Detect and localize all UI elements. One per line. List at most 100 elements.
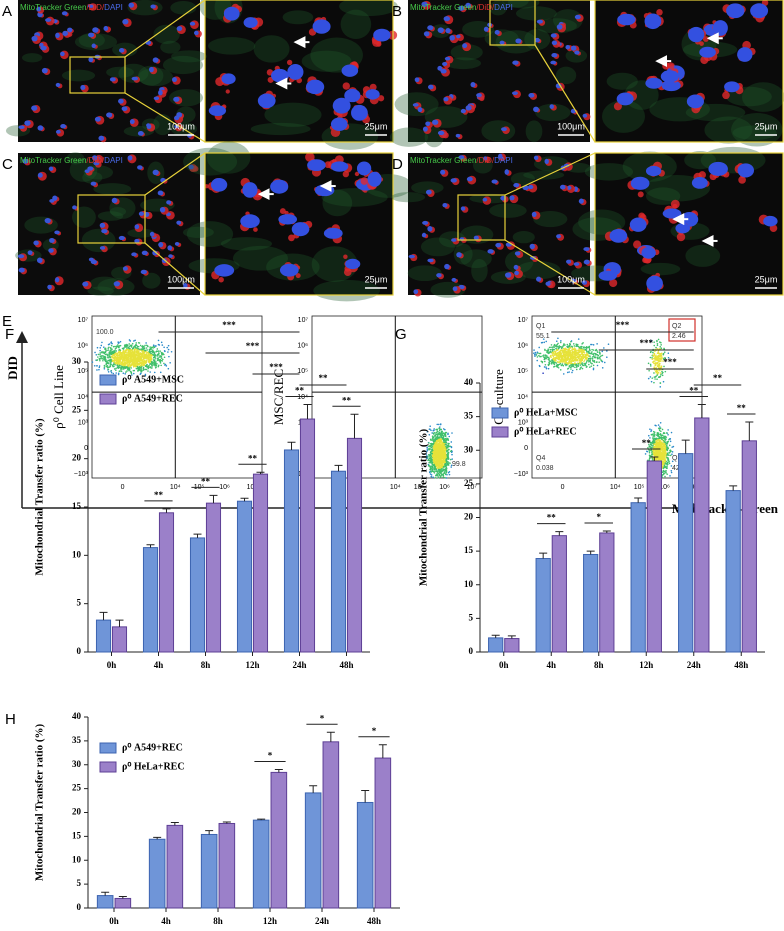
nucleus: [129, 119, 135, 125]
green-haze: [162, 55, 204, 75]
event-dot: [536, 351, 539, 353]
event-dot: [575, 343, 578, 345]
plot-frame: [91, 315, 263, 479]
nucleus: [501, 127, 507, 132]
event-dot: [585, 356, 587, 358]
nucleus: [724, 81, 740, 93]
event-dot: [110, 370, 112, 372]
event-dot: [577, 355, 579, 357]
event-dot: [126, 354, 129, 356]
event-dot: [569, 347, 571, 349]
nucleus: [307, 159, 326, 172]
nucleus: [675, 223, 691, 234]
stain-label: MitoTracker Green/DiD/DAPI: [410, 3, 513, 12]
event-dot: [152, 357, 155, 359]
event-dot: [437, 446, 440, 448]
event-dot: [557, 366, 560, 369]
nucleus: [442, 61, 448, 66]
nucleus: [482, 197, 488, 202]
nucleus: [443, 16, 450, 22]
event-dot: [110, 359, 113, 361]
event-dot: [568, 360, 570, 363]
zoom-frame: [204, 0, 394, 143]
event-dot: [596, 364, 599, 367]
event-dot: [156, 355, 159, 357]
nucleus: [176, 26, 183, 32]
event-dot: [128, 354, 130, 356]
x-tick-label: 10⁴: [390, 484, 401, 491]
event-dot: [145, 342, 147, 344]
event-dot: [99, 359, 101, 362]
event-dot: [437, 448, 440, 451]
event-dot: [164, 363, 167, 366]
event-dot: [429, 425, 431, 428]
scale-label: 25μm: [755, 121, 778, 131]
event-dot: [131, 356, 133, 358]
event-dot: [137, 359, 139, 362]
cell-marker: [354, 171, 360, 177]
event-dot: [107, 349, 110, 351]
nucleus: [146, 123, 152, 129]
event-dot: [114, 357, 117, 359]
green-haze: [565, 48, 588, 63]
event-dot: [567, 351, 570, 354]
event-dot: [153, 353, 156, 356]
nucleus: [140, 269, 147, 275]
nucleus: [536, 276, 542, 282]
event-dot: [439, 447, 442, 450]
event-dot: [135, 343, 137, 346]
event-dot: [575, 368, 578, 371]
event-dot: [595, 353, 598, 356]
nucleus: [332, 97, 351, 114]
nucleus: [27, 250, 33, 256]
event-dot: [566, 343, 569, 346]
event-dot: [541, 360, 544, 363]
event-dot: [588, 348, 591, 351]
event-dot: [98, 357, 101, 360]
event-dot: [114, 355, 116, 358]
event-dot: [603, 361, 606, 364]
event-dot: [593, 355, 595, 358]
y-tick-label: 10⁶: [517, 343, 528, 350]
event-dot: [441, 469, 444, 472]
green-haze: [640, 262, 681, 276]
event-dot: [607, 343, 610, 345]
event-dot: [107, 359, 109, 362]
event-dot: [440, 468, 443, 470]
event-dot: [111, 350, 113, 353]
nucleus: [242, 182, 258, 198]
nucleus: [158, 242, 164, 248]
nucleus: [87, 166, 94, 171]
nucleus: [421, 1, 428, 7]
event-dot: [130, 372, 133, 375]
nucleus: [36, 6, 42, 12]
event-dot: [432, 442, 435, 445]
green-haze: [510, 172, 535, 186]
event-dot: [557, 355, 559, 357]
plot-label: ρ⁰ Cell Line: [51, 365, 66, 429]
nucleus: [512, 60, 519, 65]
event-dot: [553, 346, 555, 348]
event-dot: [145, 364, 148, 367]
event-dot: [126, 360, 129, 362]
event-dot: [583, 353, 585, 356]
event-dot: [154, 362, 156, 365]
nucleus: [534, 37, 540, 43]
nucleus: [99, 222, 106, 228]
event-dot: [113, 353, 116, 355]
event-dot: [664, 475, 666, 478]
event-dot: [445, 439, 448, 441]
event-dot: [432, 436, 434, 438]
event-dot: [580, 358, 583, 360]
nucleus: [345, 258, 361, 270]
event-dot: [128, 345, 131, 348]
nucleus: [456, 34, 461, 39]
event-dot: [157, 365, 160, 368]
nucleus: [157, 190, 164, 196]
event-dot: [103, 366, 106, 368]
event-dot: [122, 358, 124, 360]
y-tick-label: 0: [524, 445, 528, 452]
event-dot: [109, 347, 112, 349]
y-tick-label: 10⁶: [77, 343, 88, 350]
event-dot: [560, 353, 562, 356]
